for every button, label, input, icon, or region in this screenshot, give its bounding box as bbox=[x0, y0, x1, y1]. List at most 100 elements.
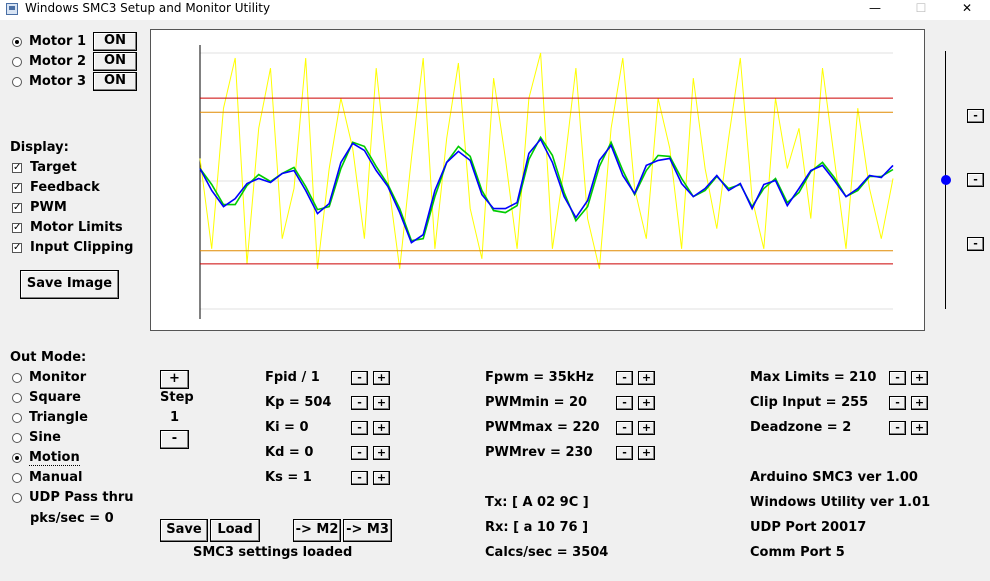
motor-1-label: Motor 1 bbox=[29, 34, 86, 49]
motor-limits-label: Motor Limits bbox=[30, 220, 123, 235]
step-value: 1 bbox=[170, 410, 180, 425]
motor-2-on-button[interactable]: ON bbox=[93, 52, 137, 71]
motor-1-radio[interactable] bbox=[12, 37, 22, 47]
feedback-label: Feedback bbox=[30, 180, 100, 195]
ki-label: Ki = 0 bbox=[265, 420, 309, 435]
chart-series-line-1 bbox=[199, 135, 894, 242]
monitor-chart bbox=[150, 29, 925, 331]
kp-plus-button[interactable]: + bbox=[373, 396, 390, 410]
udp-port: UDP Port 20017 bbox=[750, 520, 867, 535]
mode-monitor-label: Monitor bbox=[29, 370, 87, 385]
ki-minus-button[interactable]: - bbox=[351, 421, 368, 435]
motor-1-on-button[interactable]: ON bbox=[93, 32, 137, 51]
position-slider-thumb[interactable] bbox=[941, 175, 951, 185]
zoom-button-1[interactable]: - bbox=[967, 109, 984, 123]
step-label: Step bbox=[160, 390, 194, 405]
save-image-button[interactable]: Save Image bbox=[20, 270, 119, 299]
mode-manual-radio[interactable] bbox=[12, 473, 22, 483]
mode-triangle-radio[interactable] bbox=[12, 413, 22, 423]
mode-udp-radio[interactable] bbox=[12, 493, 22, 503]
clip-input-minus-button[interactable]: - bbox=[889, 396, 906, 410]
mode-square-radio[interactable] bbox=[12, 393, 22, 403]
close-button[interactable]: ✕ bbox=[961, 1, 973, 15]
windows-utility-version: Windows Utility ver 1.01 bbox=[750, 495, 931, 510]
pwm-label: PWM bbox=[30, 200, 67, 215]
pwm-checkbox[interactable]: ✓ bbox=[12, 202, 22, 213]
status-message: SMC3 settings loaded bbox=[193, 545, 353, 560]
fpwm-label: Fpwm = 35kHz bbox=[485, 370, 594, 385]
motor-3-on-button[interactable]: ON bbox=[93, 72, 137, 91]
kp-minus-button[interactable]: - bbox=[351, 396, 368, 410]
pwmmax-label: PWMmax = 220 bbox=[485, 420, 600, 435]
mode-udp-label: UDP Pass thru bbox=[29, 490, 134, 505]
ks-minus-button[interactable]: - bbox=[351, 471, 368, 485]
deadzone-minus-button[interactable]: - bbox=[889, 421, 906, 435]
calcs-readout: Calcs/sec = 3504 bbox=[485, 545, 609, 560]
clip-input-plus-button[interactable]: + bbox=[911, 396, 928, 410]
step-plus-button[interactable]: + bbox=[160, 370, 189, 389]
load-settings-button[interactable]: Load bbox=[210, 519, 260, 542]
deadzone-plus-button[interactable]: + bbox=[911, 421, 928, 435]
fpid-plus-button[interactable]: + bbox=[373, 371, 390, 385]
clip-input-label: Clip Input = 255 bbox=[750, 395, 869, 410]
mode-motion-radio[interactable] bbox=[12, 453, 22, 463]
pwmmin-label: PWMmin = 20 bbox=[485, 395, 588, 410]
input-clipping-checkbox[interactable]: ✓ bbox=[12, 242, 22, 253]
mode-triangle-label: Triangle bbox=[29, 410, 88, 425]
max-limits-label: Max Limits = 210 bbox=[750, 370, 877, 385]
comm-port: Comm Port 5 bbox=[750, 545, 845, 560]
target-label: Target bbox=[30, 160, 77, 175]
fpid-minus-button[interactable]: - bbox=[351, 371, 368, 385]
pwmmin-minus-button[interactable]: - bbox=[616, 396, 633, 410]
fpwm-plus-button[interactable]: + bbox=[638, 371, 655, 385]
chart-series-line-2 bbox=[199, 52, 894, 269]
kd-minus-button[interactable]: - bbox=[351, 446, 368, 460]
maximize-button[interactable]: ☐ bbox=[915, 1, 927, 15]
mode-sine-label: Sine bbox=[29, 430, 61, 445]
target-checkbox[interactable]: ✓ bbox=[12, 162, 22, 173]
copy-to-m2-button[interactable]: -> M2 bbox=[293, 519, 341, 542]
window-title: Windows SMC3 Setup and Monitor Utility bbox=[25, 1, 271, 15]
kd-label: Kd = 0 bbox=[265, 445, 314, 460]
max-limits-minus-button[interactable]: - bbox=[889, 371, 906, 385]
pwmrev-minus-button[interactable]: - bbox=[616, 446, 633, 460]
motor-3-label: Motor 3 bbox=[29, 74, 86, 89]
main-panel: Motor 1 ON Motor 2 ON Motor 3 ON Display… bbox=[0, 20, 990, 581]
motor-limits-checkbox[interactable]: ✓ bbox=[12, 222, 22, 233]
pwmmin-plus-button[interactable]: + bbox=[638, 396, 655, 410]
kp-label: Kp = 504 bbox=[265, 395, 332, 410]
copy-to-m3-button[interactable]: -> M3 bbox=[343, 519, 392, 542]
title-bar: Windows SMC3 Setup and Monitor Utility —… bbox=[0, 0, 990, 20]
fpwm-minus-button[interactable]: - bbox=[616, 371, 633, 385]
pwmrev-label: PWMrev = 230 bbox=[485, 445, 593, 460]
ks-plus-button[interactable]: + bbox=[373, 471, 390, 485]
feedback-checkbox[interactable]: ✓ bbox=[12, 182, 22, 193]
mode-square-label: Square bbox=[29, 390, 81, 405]
motor-3-radio[interactable] bbox=[12, 77, 22, 87]
tx-readout: Tx: [ A 02 9C ] bbox=[485, 495, 589, 510]
zoom-button-2[interactable]: - bbox=[967, 173, 984, 187]
input-clipping-label: Input Clipping bbox=[30, 240, 134, 255]
motor-2-radio[interactable] bbox=[12, 57, 22, 67]
pks-per-sec: pks/sec = 0 bbox=[30, 511, 114, 526]
max-limits-plus-button[interactable]: + bbox=[911, 371, 928, 385]
pwmrev-plus-button[interactable]: + bbox=[638, 446, 655, 460]
pwmmax-minus-button[interactable]: - bbox=[616, 421, 633, 435]
save-settings-button[interactable]: Save bbox=[160, 519, 208, 542]
chart-series-line-0 bbox=[199, 137, 894, 244]
display-heading: Display: bbox=[10, 140, 69, 155]
pwmmax-plus-button[interactable]: + bbox=[638, 421, 655, 435]
ki-plus-button[interactable]: + bbox=[373, 421, 390, 435]
arduino-version: Arduino SMC3 ver 1.00 bbox=[750, 470, 918, 485]
kd-plus-button[interactable]: + bbox=[373, 446, 390, 460]
rx-readout: Rx: [ a 10 76 ] bbox=[485, 520, 589, 535]
mode-motion-label: Motion bbox=[29, 450, 80, 466]
mode-manual-label: Manual bbox=[29, 470, 83, 485]
step-minus-button[interactable]: - bbox=[160, 430, 189, 449]
zoom-button-3[interactable]: - bbox=[967, 237, 984, 251]
mode-sine-radio[interactable] bbox=[12, 433, 22, 443]
deadzone-label: Deadzone = 2 bbox=[750, 420, 852, 435]
minimize-button[interactable]: — bbox=[869, 1, 881, 15]
out-mode-heading: Out Mode: bbox=[10, 350, 87, 365]
mode-monitor-radio[interactable] bbox=[12, 373, 22, 383]
